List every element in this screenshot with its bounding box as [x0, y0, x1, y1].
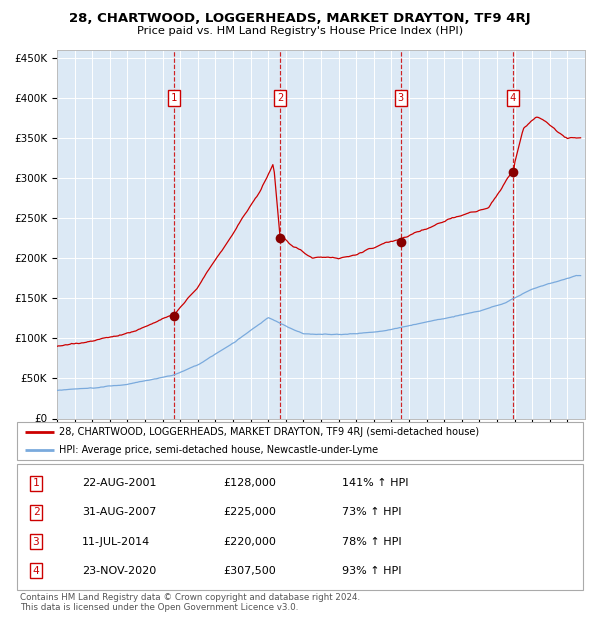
Text: 93% ↑ HPI: 93% ↑ HPI	[343, 565, 402, 575]
Text: 1: 1	[171, 93, 177, 103]
Text: HPI: Average price, semi-detached house, Newcastle-under-Lyme: HPI: Average price, semi-detached house,…	[59, 445, 379, 455]
Text: 73% ↑ HPI: 73% ↑ HPI	[343, 507, 402, 518]
Text: 22-AUG-2001: 22-AUG-2001	[82, 479, 157, 489]
Text: 23-NOV-2020: 23-NOV-2020	[82, 565, 156, 575]
Text: 3: 3	[398, 93, 404, 103]
Text: 4: 4	[509, 93, 516, 103]
Text: Contains HM Land Registry data © Crown copyright and database right 2024.
This d: Contains HM Land Registry data © Crown c…	[20, 593, 360, 612]
Text: 1: 1	[32, 479, 40, 489]
Text: 2: 2	[32, 507, 40, 518]
Text: 28, CHARTWOOD, LOGGERHEADS, MARKET DRAYTON, TF9 4RJ (semi-detached house): 28, CHARTWOOD, LOGGERHEADS, MARKET DRAYT…	[59, 427, 479, 436]
Text: Price paid vs. HM Land Registry's House Price Index (HPI): Price paid vs. HM Land Registry's House …	[137, 26, 463, 36]
Text: £225,000: £225,000	[224, 507, 277, 518]
Text: 141% ↑ HPI: 141% ↑ HPI	[343, 479, 409, 489]
Text: 2: 2	[277, 93, 283, 103]
Text: £307,500: £307,500	[224, 565, 276, 575]
Text: 4: 4	[32, 565, 40, 575]
Text: 31-AUG-2007: 31-AUG-2007	[82, 507, 157, 518]
Text: £128,000: £128,000	[224, 479, 277, 489]
Text: 28, CHARTWOOD, LOGGERHEADS, MARKET DRAYTON, TF9 4RJ: 28, CHARTWOOD, LOGGERHEADS, MARKET DRAYT…	[69, 12, 531, 25]
Text: 11-JUL-2014: 11-JUL-2014	[82, 536, 150, 547]
Text: 78% ↑ HPI: 78% ↑ HPI	[343, 536, 402, 547]
Text: £220,000: £220,000	[224, 536, 277, 547]
Text: 3: 3	[32, 536, 40, 547]
